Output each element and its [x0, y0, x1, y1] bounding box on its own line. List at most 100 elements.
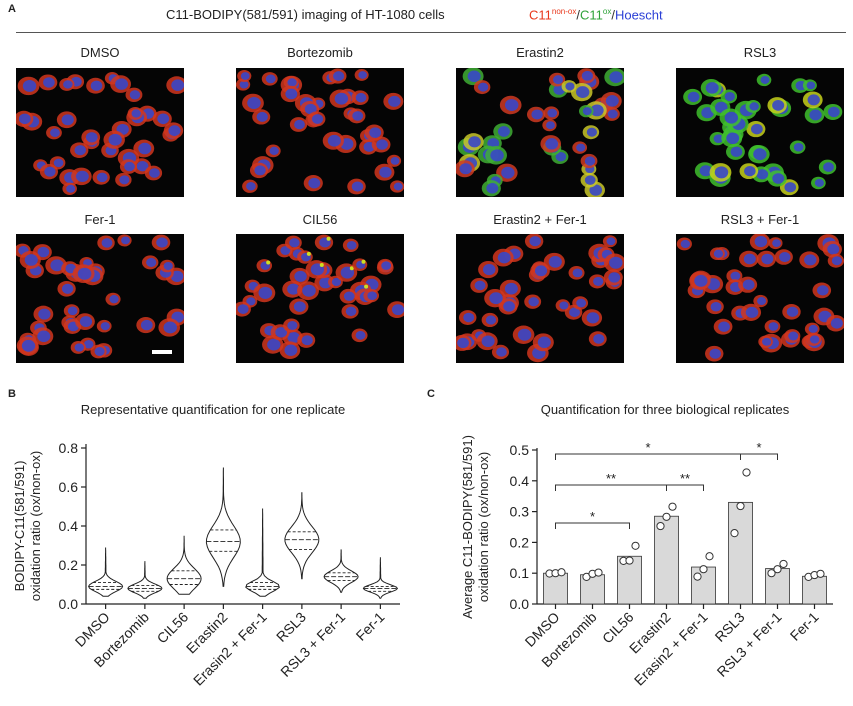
- cell-nucleus: [497, 126, 510, 137]
- y-tick-label: 0.3: [510, 504, 530, 520]
- replicate-point: [693, 572, 702, 581]
- green-speck: [326, 236, 331, 241]
- cell-nucleus: [537, 336, 551, 349]
- cell-nucleus: [482, 264, 496, 276]
- cell-nucleus: [379, 166, 392, 178]
- cell-nucleus: [333, 71, 345, 81]
- cell-nucleus: [709, 348, 721, 359]
- cell-nucleus: [61, 283, 74, 294]
- cell-nucleus: [63, 80, 73, 89]
- cell-nucleus: [168, 125, 181, 136]
- cell-nucleus: [83, 339, 94, 349]
- green-speck: [306, 251, 311, 256]
- cell-nucleus: [246, 181, 256, 191]
- cell-nucleus: [304, 103, 317, 115]
- cell-nucleus: [294, 119, 305, 130]
- bar-RSL3: [728, 501, 753, 605]
- cell-nucleus: [743, 253, 756, 265]
- cell-nucleus: [269, 146, 279, 156]
- replicate-point: [631, 541, 640, 550]
- cell-nucleus: [44, 166, 56, 177]
- cell-nucleus: [546, 121, 555, 130]
- cell-nucleus: [284, 344, 298, 356]
- cell-nucleus: [22, 79, 37, 92]
- cell-nucleus: [809, 109, 822, 121]
- cell-nucleus: [606, 237, 616, 246]
- cell-nucleus: [37, 246, 50, 258]
- cell-nucleus: [388, 95, 401, 107]
- significance-label: **: [606, 471, 616, 486]
- violin-Fer-1: [362, 557, 399, 599]
- cell-nucleus: [138, 142, 152, 155]
- cell-nucleus: [381, 261, 392, 270]
- cell-nucleus: [343, 291, 355, 302]
- cell-nucleus: [131, 109, 141, 118]
- cell-nucleus: [713, 134, 724, 143]
- cell-nucleus: [149, 168, 160, 178]
- cell-nucleus: [817, 285, 829, 296]
- replicate-point: [594, 568, 603, 577]
- legend-part: /: [576, 7, 580, 23]
- cell-nucleus: [772, 239, 781, 247]
- cell-nucleus: [108, 133, 122, 146]
- cell-nucleus: [814, 178, 824, 187]
- cell-nucleus: [772, 173, 785, 184]
- cell-nucleus: [237, 304, 249, 314]
- replicate-point: [742, 468, 751, 477]
- cell-nucleus: [718, 321, 730, 332]
- cell-nucleus: [390, 156, 400, 165]
- cell-nucleus: [289, 238, 300, 248]
- cell-nucleus: [170, 270, 184, 283]
- y-tick-label: 0.5: [510, 442, 530, 458]
- cell-nucleus: [171, 79, 184, 91]
- violin-RSL3 + Fer-1: [323, 549, 359, 593]
- cell-nucleus: [66, 184, 76, 193]
- cell-nucleus: [367, 291, 378, 300]
- cell-nucleus: [786, 306, 799, 317]
- micrograph-label: Erastin2: [516, 45, 564, 60]
- cell-nucleus: [750, 123, 763, 135]
- cell-nucleus: [79, 316, 93, 328]
- cell-nucleus: [481, 335, 495, 348]
- cell-nucleus: [486, 182, 499, 194]
- cell-nucleus: [254, 165, 266, 176]
- cell-nucleus: [808, 324, 818, 333]
- cell-nucleus: [756, 169, 769, 180]
- micrograph-image: [236, 234, 404, 363]
- cell-nucleus: [490, 149, 504, 162]
- cell-nucleus: [258, 286, 273, 299]
- cell-nucleus: [67, 306, 78, 316]
- cell-nucleus: [345, 306, 357, 317]
- cell-nucleus: [124, 161, 135, 172]
- cell-nucleus: [724, 111, 739, 124]
- y-tick-label: 0.1: [510, 565, 530, 581]
- micrograph-label: RSL3: [743, 45, 777, 60]
- x-tick-label: CIL56: [154, 609, 192, 647]
- replicate-point: [779, 559, 788, 569]
- cell-nucleus: [687, 91, 700, 103]
- cell-nucleus: [121, 236, 130, 245]
- cell-nucleus: [43, 77, 55, 88]
- cell-nucleus: [157, 113, 170, 125]
- legend-part: C11: [579, 7, 603, 23]
- cell-nucleus: [287, 78, 297, 87]
- cell-nucleus: [531, 109, 543, 120]
- cell-nucleus: [474, 280, 486, 291]
- cell-nucleus: [351, 181, 364, 192]
- significance-label: *: [756, 440, 761, 455]
- cell-nucleus: [352, 111, 364, 121]
- cell-nucleus: [311, 114, 324, 124]
- cell-nucleus: [285, 88, 298, 100]
- title-rule: [16, 32, 846, 33]
- cell-nucleus: [593, 333, 605, 344]
- y-tick-label: 0.0: [59, 596, 79, 612]
- cell-nucleus: [757, 297, 767, 306]
- significance-label: *: [645, 440, 650, 455]
- cell-nucleus: [569, 307, 580, 318]
- cell-nucleus: [74, 145, 86, 156]
- cell-nucleus: [793, 142, 804, 152]
- panel-a: A C11-BODIPY(581/591) imaging of HT-1080…: [8, 3, 846, 363]
- cell-nucleus: [584, 156, 596, 166]
- violin-Bortezomib: [127, 561, 163, 599]
- replicate-point: [730, 529, 739, 538]
